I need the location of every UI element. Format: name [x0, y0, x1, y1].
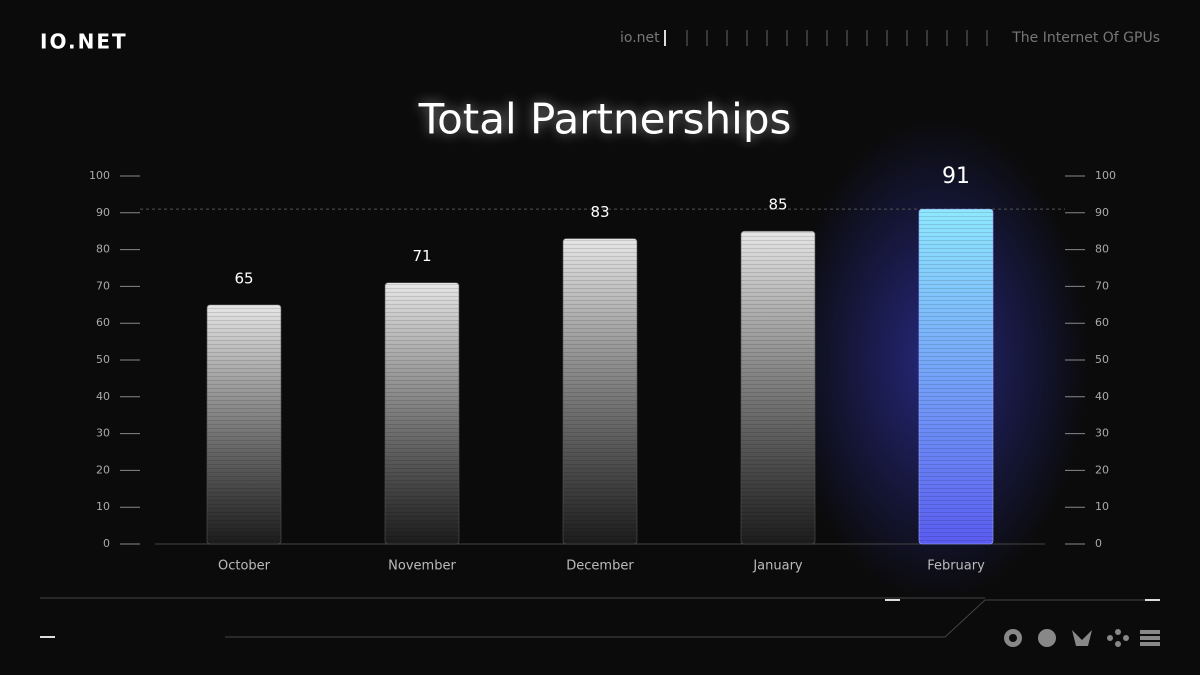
y2-tick-label: 90: [1095, 206, 1109, 219]
y-tick-label: 40: [96, 390, 110, 403]
logo: IO.NET: [40, 30, 128, 54]
y-tick-label: 80: [96, 243, 110, 256]
y2-tick-label: 30: [1095, 427, 1109, 440]
y-tick-label: 10: [96, 500, 110, 513]
y2-tick-label: 70: [1095, 279, 1109, 292]
y-tick-label: 100: [89, 169, 110, 182]
y-tick-label: 90: [96, 206, 110, 219]
y-tick-label: 0: [103, 537, 110, 550]
tagline: The Internet Of GPUs: [1011, 30, 1160, 46]
bar-stripes: [741, 231, 815, 544]
y2-tick-label: 20: [1095, 463, 1109, 476]
bar-stripes: [563, 238, 637, 544]
site-name: io.net: [620, 30, 660, 46]
y2-tick-label: 60: [1095, 316, 1109, 329]
value-label: 71: [412, 247, 431, 265]
y-tick-label: 50: [96, 353, 110, 366]
bar-stripes: [207, 304, 281, 544]
value-label: 83: [590, 203, 609, 221]
y2-tick-label: 50: [1095, 353, 1109, 366]
value-label: 91: [942, 164, 970, 189]
header-ticks: [664, 30, 988, 46]
x-tick-label: October: [218, 559, 271, 574]
y-tick-label: 60: [96, 316, 110, 329]
x-tick-label: December: [566, 559, 634, 574]
value-label: 65: [234, 269, 253, 287]
y-tick-label: 30: [96, 427, 110, 440]
y-tick-label: 20: [96, 463, 110, 476]
chart-title: Total Partnerships: [418, 95, 792, 144]
y2-tick-label: 40: [1095, 390, 1109, 403]
value-label: 85: [768, 196, 787, 214]
x-tick-label: February: [927, 559, 985, 574]
footer-lines: [40, 597, 1160, 638]
y2-tick-label: 0: [1095, 537, 1102, 550]
footer-icons: [1004, 629, 1160, 647]
x-tick-label: January: [752, 559, 803, 574]
y2-tick-label: 80: [1095, 243, 1109, 256]
chart-title-glow: Total Partnerships: [418, 95, 792, 144]
y2-tick-label: 100: [1095, 169, 1116, 182]
x-tick-label: November: [388, 559, 456, 574]
bar-stripes: [385, 282, 459, 544]
y-tick-label: 70: [96, 279, 110, 292]
bar-stripes: [919, 209, 993, 544]
y2-tick-label: 10: [1095, 500, 1109, 513]
